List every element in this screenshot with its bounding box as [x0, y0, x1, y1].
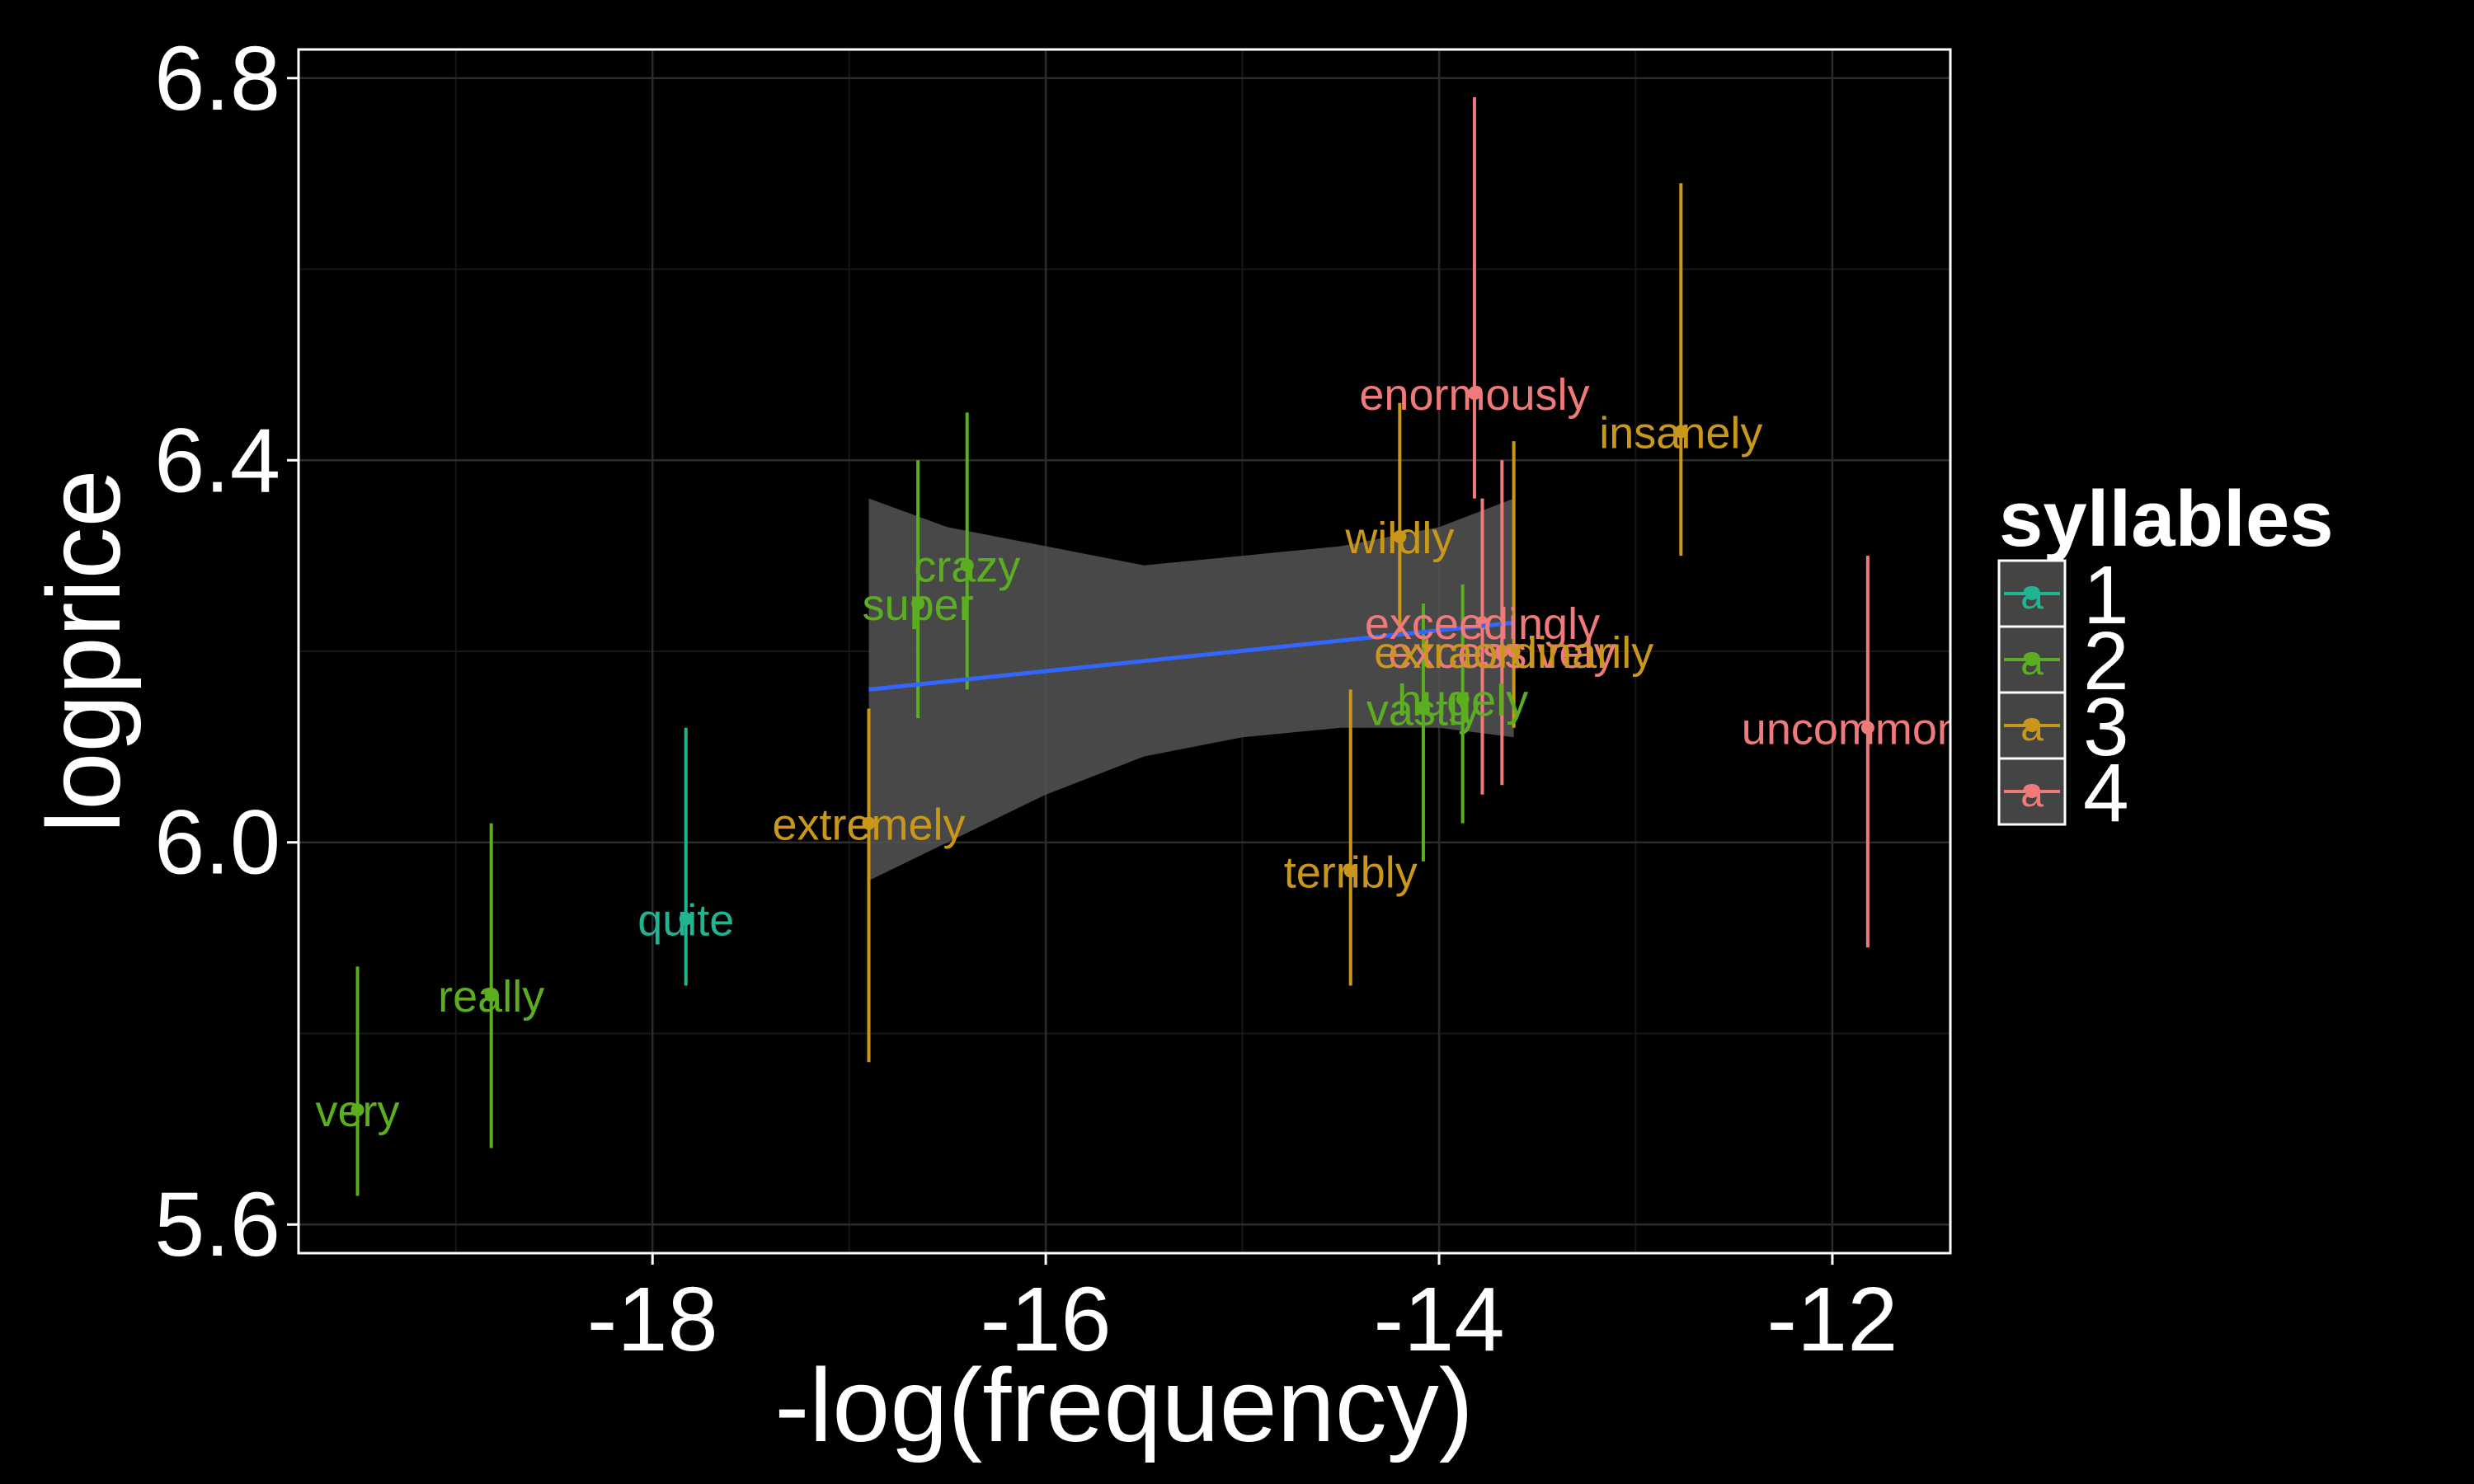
- y-tick-label: 5.6: [154, 1174, 280, 1275]
- point-enormously: [1467, 387, 1481, 401]
- legend-label: 3: [2083, 681, 2129, 773]
- y-tick-label: 6.0: [154, 792, 280, 894]
- point-super: [911, 597, 925, 611]
- label-very: very: [316, 1087, 400, 1136]
- label-super: super: [863, 580, 974, 630]
- legend-label: 1: [2083, 549, 2129, 641]
- label-insanely: insanely: [1599, 408, 1762, 458]
- label-excessively: excessively: [1388, 628, 1616, 678]
- plot-border: [297, 48, 1952, 1255]
- legend-key-point: [2025, 653, 2039, 666]
- label-extraordinarily: extraordinarily: [1374, 628, 1653, 678]
- point-uncommonly: [1860, 721, 1874, 735]
- point-extraordinarily: [1507, 645, 1521, 658]
- point-insanely: [1674, 425, 1688, 439]
- point-terribly: [1343, 864, 1357, 878]
- label-quite: quite: [637, 895, 734, 945]
- legend-key-point: [2025, 587, 2039, 600]
- fit-line: [868, 620, 1514, 692]
- legend-title: syllables: [1999, 475, 2334, 563]
- legend-key-glyph: a: [2020, 769, 2044, 815]
- x-tick-label: -18: [587, 1269, 718, 1370]
- y-axis-title: logprice: [26, 469, 142, 833]
- y-tick-label: 6.8: [154, 28, 280, 129]
- point-extremely: [862, 816, 876, 830]
- x-tick-label: -14: [1374, 1269, 1505, 1370]
- label-really: really: [438, 972, 544, 1021]
- x-tick-label: -12: [1766, 1269, 1898, 1370]
- legend-label: 2: [2083, 615, 2129, 707]
- confidence-ribbon: [868, 498, 1514, 881]
- label-crazy: crazy: [914, 542, 1020, 592]
- label-enormously: enormously: [1359, 370, 1589, 420]
- legend-label: 4: [2083, 747, 2129, 839]
- x-axis-title: -log(frequency): [774, 1347, 1473, 1463]
- label-terribly: terribly: [1284, 848, 1418, 898]
- legend-key-glyph: a: [2020, 637, 2044, 683]
- axis-ticks: -18 -16 -14 -12 5.6 6.0 6.4 6.8: [154, 28, 1898, 1370]
- label-hugely: hugely: [1397, 676, 1528, 726]
- label-extremely: extremely: [772, 801, 965, 850]
- label-vastly: vastly: [1366, 686, 1480, 735]
- point-really: [484, 989, 498, 1003]
- x-tick-label: -16: [981, 1269, 1112, 1370]
- label-wildly: wildly: [1344, 514, 1454, 563]
- legend: syllables a 1a 2a 3a 4: [1997, 475, 2334, 839]
- label-uncommonly: uncommonly: [1742, 705, 1994, 754]
- point-very: [350, 1103, 365, 1117]
- point-wildly: [1393, 529, 1407, 543]
- legend-key-glyph: a: [2020, 703, 2044, 749]
- legend-key-glyph: a: [2020, 571, 2044, 618]
- legend-key-point: [2025, 719, 2039, 732]
- point-quite: [679, 912, 693, 926]
- confidence-ribbon-layer: [868, 498, 1514, 881]
- point-vastly: [1416, 702, 1430, 716]
- y-tick-label: 6.4: [154, 410, 280, 511]
- point-excessively: [1495, 645, 1509, 658]
- point-crazy: [960, 558, 974, 572]
- legend-key-point: [2025, 785, 2039, 798]
- fit-line-layer: [868, 620, 1514, 692]
- points: [350, 387, 1874, 1117]
- point-hugely: [1456, 692, 1470, 706]
- label-exceedingly: exceedingly: [1365, 599, 1600, 649]
